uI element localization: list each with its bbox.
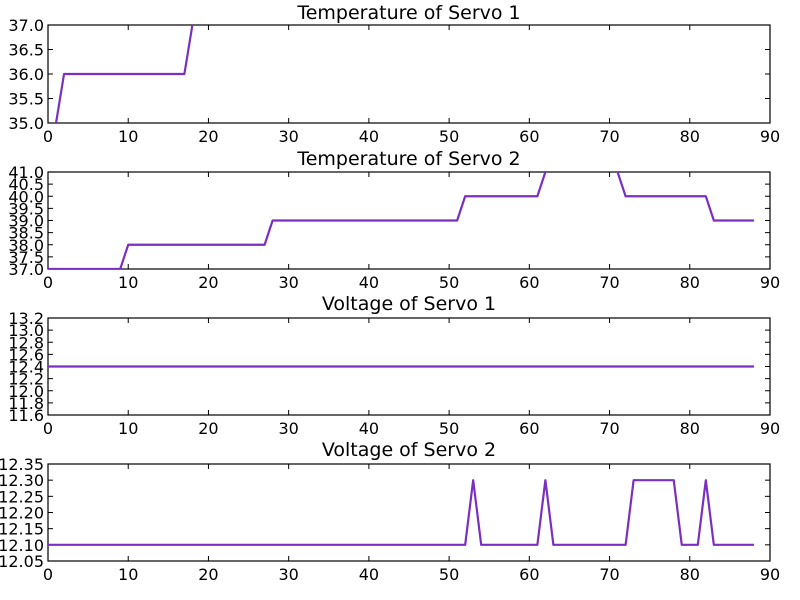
x-tick-label: 20	[198, 565, 218, 584]
x-tick-label: 50	[439, 419, 459, 438]
y-tick-label: 38.0	[8, 236, 44, 255]
x-tick-label: 70	[599, 419, 619, 438]
subplot-1: Temperature of Servo 1 0 10 20 30 40 50 60 70 80 9…	[8, 2, 780, 146]
x-tick-label: 60	[519, 127, 539, 146]
x-tick-label: 0	[43, 565, 53, 584]
x-tick-label: 60	[519, 565, 539, 584]
y-tick-label: 12.05	[0, 552, 44, 571]
y-tick-label: 12.2	[8, 370, 44, 389]
y-tick-label: 41.0	[8, 163, 44, 182]
chart-title: Voltage of Servo 2	[322, 439, 496, 461]
x-tick-label: 90	[760, 419, 780, 438]
subplot-2: Temperature of Servo 2 0 10 20 30 40 50 60 70 80 9…	[8, 148, 780, 292]
y-tick-label: 12.0	[8, 382, 44, 401]
x-tick-label: 80	[680, 127, 700, 146]
y-tick-label: 37.0	[8, 260, 44, 279]
x-tick-label: 0	[43, 273, 53, 292]
x-tick-label: 20	[198, 127, 218, 146]
subplot-4: Voltage of Servo 2 0 10 20 30 40 50 60 70 80 90 12.…	[0, 439, 780, 584]
y-tick-label: 12.4	[8, 358, 44, 377]
x-tick-label: 70	[599, 127, 619, 146]
x-tick-label: 50	[439, 127, 459, 146]
y-tick-label: 12.30	[0, 471, 44, 490]
x-tick-label: 60	[519, 273, 539, 292]
y-tick-label: 11.8	[8, 394, 44, 413]
x-tick-label: 40	[359, 273, 379, 292]
x-tick-label: 80	[680, 565, 700, 584]
y-tick-label: 13.0	[8, 321, 44, 340]
y-tick-label: 35.0	[8, 114, 44, 133]
y-tick-label: 12.35	[0, 455, 44, 474]
y-tick-label: 12.20	[0, 504, 44, 523]
x-tick-label: 30	[278, 565, 298, 584]
x-tick-label: 30	[278, 127, 298, 146]
x-tick-label: 10	[118, 127, 138, 146]
x-tick-label: 70	[599, 273, 619, 292]
x-tick-label: 0	[43, 419, 53, 438]
plot-frame	[47, 463, 771, 562]
x-tick-label: 20	[198, 273, 218, 292]
x-tick-label: 50	[439, 565, 459, 584]
y-tick-label: 36.5	[8, 41, 44, 60]
series-line-4-1	[48, 479, 754, 546]
y-tick-label: 11.6	[8, 406, 44, 425]
y-tick-label: 40.0	[8, 187, 44, 206]
x-tick-label: 10	[118, 419, 138, 438]
x-tick-label: 50	[439, 273, 459, 292]
x-tick-label: 90	[760, 127, 780, 146]
y-tick-label: 12.15	[0, 520, 44, 539]
y-tick-label: 12.6	[8, 345, 44, 364]
x-tick-label: 80	[680, 273, 700, 292]
x-tick-label: 40	[359, 419, 379, 438]
x-tick-label: 90	[760, 565, 780, 584]
x-tick-label: 60	[519, 419, 539, 438]
series-line-1-1	[54, 25, 194, 123]
chart-title: Temperature of Servo 2	[296, 148, 520, 170]
y-tick-label: 12.25	[0, 487, 44, 506]
x-tick-label: 20	[198, 419, 218, 438]
x-tick-label: 30	[278, 273, 298, 292]
x-tick-label: 40	[359, 565, 379, 584]
x-tick-label: 80	[680, 419, 700, 438]
x-tick-label: 10	[118, 565, 138, 584]
series-line-2-1	[48, 172, 754, 269]
y-tick-label: 40.5	[8, 175, 44, 194]
y-tick-label: 39.5	[8, 199, 44, 218]
x-tick-label: 70	[599, 565, 619, 584]
y-tick-label: 37.0	[8, 16, 44, 35]
y-tick-label: 39.0	[8, 212, 44, 231]
y-tick-label: 36.0	[8, 65, 44, 84]
y-tick-label: 35.5	[8, 90, 44, 109]
y-tick-label: 37.5	[8, 248, 44, 267]
x-tick-label: 30	[278, 419, 298, 438]
x-tick-label: 90	[760, 273, 780, 292]
x-tick-label: 0	[43, 127, 53, 146]
x-tick-label: 10	[118, 273, 138, 292]
chart-title: Voltage of Servo 1	[322, 293, 496, 315]
y-tick-label: 38.5	[8, 224, 44, 243]
chart-title: Temperature of Servo 1	[296, 2, 520, 24]
subplot-3: Voltage of Servo 1 0 10 20 30 40 50 60 70 80 90 11.…	[8, 293, 780, 438]
y-tick-label: 13.2	[8, 309, 44, 328]
x-tick-label: 40	[359, 127, 379, 146]
y-tick-label: 12.8	[8, 333, 44, 352]
y-tick-label: 12.10	[0, 536, 44, 555]
